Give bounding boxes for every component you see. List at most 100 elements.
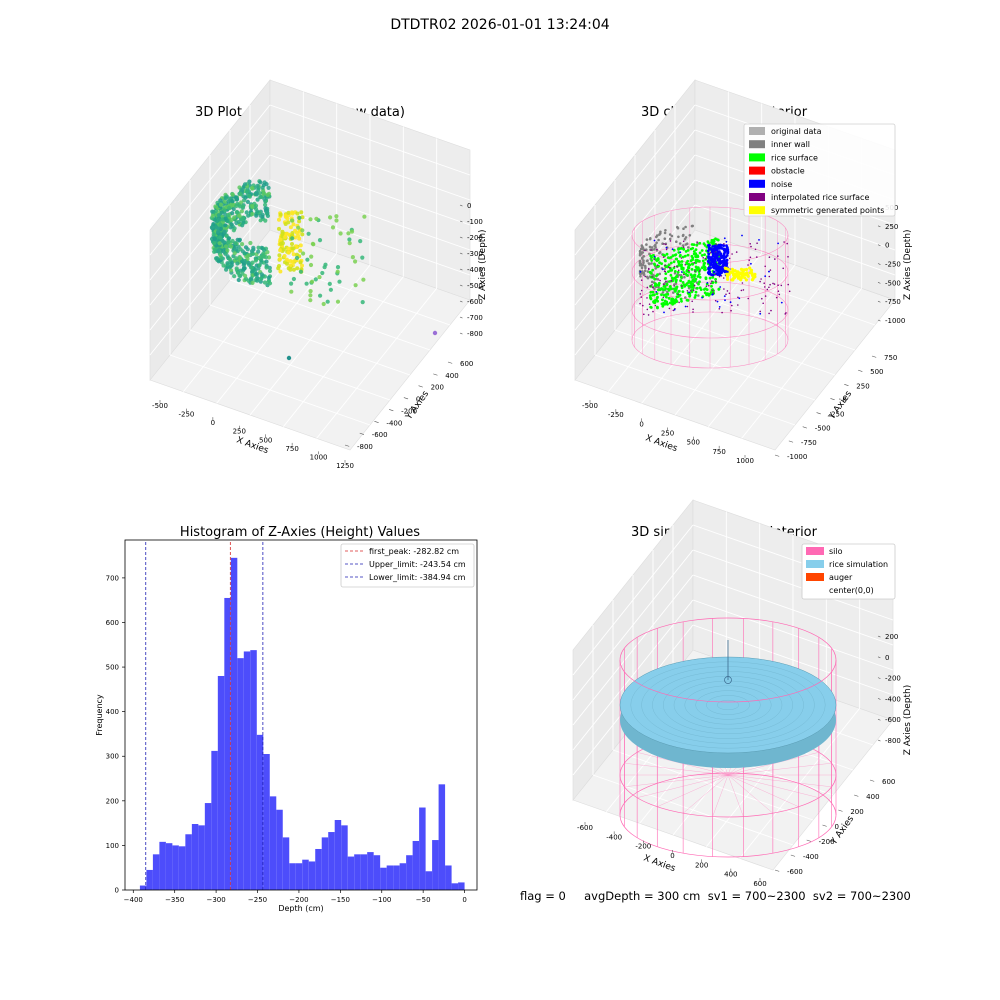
raw-data-point <box>216 213 221 218</box>
rice-surface-point <box>696 268 699 272</box>
histogram-bar <box>146 869 153 890</box>
inner-wall-point <box>642 259 645 263</box>
raw-data-point <box>289 289 294 294</box>
figure-title: DTDTR02 2026-01-01 13:24:04 <box>390 17 610 33</box>
interpolated-point <box>723 288 725 290</box>
interpolated-point <box>643 313 645 316</box>
histogram-bar <box>367 852 374 890</box>
inner-wall-point <box>650 262 653 265</box>
legend-frame <box>801 543 896 600</box>
rice-surface-point <box>666 302 669 306</box>
interpolated-point <box>665 248 668 251</box>
rice-surface-point <box>714 280 718 284</box>
tick-mark <box>877 263 881 265</box>
raw-data-point <box>234 197 240 202</box>
raw-data-point <box>258 180 263 185</box>
raw-data-point <box>261 191 266 196</box>
rice-mesh-ring <box>673 680 783 730</box>
tick-mark <box>877 319 881 322</box>
rice-surface-point <box>649 306 653 309</box>
rice-surface-point <box>681 290 685 293</box>
tick-mark <box>802 426 808 429</box>
rice-surface-point <box>681 255 685 259</box>
x-tick-label: −50 <box>416 896 431 904</box>
noise-point <box>717 243 721 247</box>
noise-point <box>711 245 714 248</box>
inner-wall-point <box>639 263 642 266</box>
rice-surface-point <box>671 302 674 306</box>
raw-data-point <box>234 246 239 251</box>
inner-wall-point <box>643 269 647 273</box>
rice-surface-point <box>654 258 658 262</box>
raw-data-point <box>248 240 253 246</box>
tick-label: 500 <box>259 436 272 444</box>
legend-swatch <box>749 127 765 135</box>
symmetric-point <box>732 275 737 280</box>
histogram-bar <box>250 650 257 890</box>
histogram-legend: first_peak: -282.82 cm Upper_limit: -243.… <box>340 543 475 588</box>
tick-mark <box>774 454 780 457</box>
raw-data-point <box>250 260 255 265</box>
symmetric-point <box>737 274 741 278</box>
interpolated-point <box>682 246 685 248</box>
raw-data-point <box>278 248 283 253</box>
rice-surface-point <box>653 301 657 304</box>
noise-point <box>723 237 726 240</box>
rice-surface-point <box>675 285 678 289</box>
tick-mark <box>877 635 881 638</box>
rice-surface-point <box>668 280 671 283</box>
interpolated-point <box>768 275 771 278</box>
rice-surface-point <box>688 294 691 298</box>
interpolated-point <box>691 300 693 303</box>
tick-mark <box>806 839 811 842</box>
tick-mark <box>359 432 365 435</box>
interpolated-point <box>642 304 644 307</box>
silo-top-ring <box>619 617 837 703</box>
inner-wall-point <box>663 237 667 240</box>
rice-surface-point <box>667 296 671 300</box>
raw-data-point <box>258 218 263 223</box>
raw-data-point <box>311 242 316 247</box>
histogram-frame <box>124 539 478 891</box>
inner-wall-point <box>639 275 642 278</box>
raw-data-point <box>288 225 293 230</box>
noise-point <box>738 297 741 300</box>
interpolated-point <box>787 255 789 258</box>
rice-surface-point <box>664 272 668 275</box>
interpolated-point <box>782 267 784 270</box>
tick-mark <box>459 236 463 239</box>
rice-surface-point <box>696 255 700 258</box>
raw-data-point <box>313 277 318 282</box>
tick-label: -200 <box>819 838 835 846</box>
raw-data-point <box>209 225 214 230</box>
histogram-bar <box>328 832 335 890</box>
rice-surface-point <box>700 266 704 270</box>
noise-point <box>725 246 729 249</box>
interpolated-point <box>672 309 675 312</box>
raw-data-point <box>251 245 256 250</box>
tick-mark <box>374 421 379 423</box>
tick-mark <box>877 225 881 228</box>
histogram-bar <box>237 658 244 890</box>
rice-surface-point <box>665 300 668 304</box>
rice-surface-point <box>697 282 700 286</box>
interpolated-point <box>677 269 680 272</box>
tick-label: -400 <box>803 853 819 861</box>
noise-point <box>723 248 726 250</box>
raw-data-point <box>262 196 267 201</box>
raw-data-point <box>328 215 333 220</box>
rice-surface-point <box>682 247 686 251</box>
inner-wall-point <box>676 226 680 230</box>
raw-data-point <box>225 261 230 266</box>
symmetric-point <box>748 266 752 270</box>
legend-swatch <box>806 560 824 568</box>
raw-data-point <box>263 202 268 207</box>
histogram-bar <box>334 820 342 890</box>
tick-label: -500 <box>152 402 168 410</box>
tick-label: -600 <box>372 431 388 439</box>
raw-data-point <box>308 298 313 303</box>
legend-label: original data <box>771 127 822 136</box>
raw-data-point <box>218 235 223 240</box>
rice-surface-point <box>683 254 687 258</box>
interpolated-point <box>769 269 772 271</box>
